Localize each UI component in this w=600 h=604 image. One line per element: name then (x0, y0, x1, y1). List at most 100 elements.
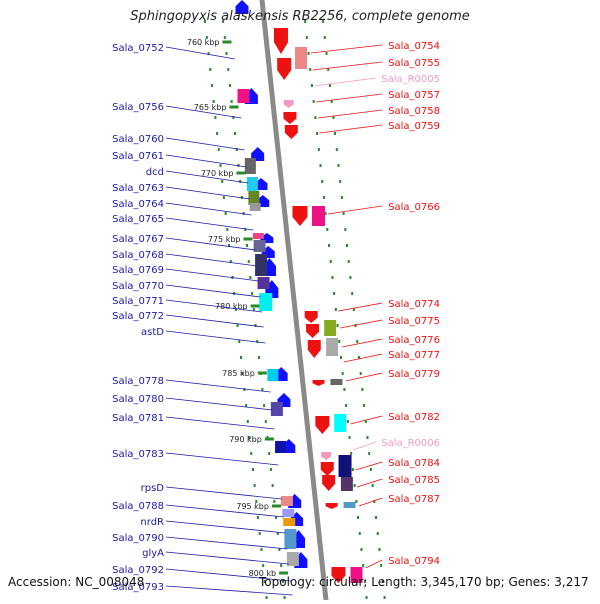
gene-label-right: Sala_0785 (388, 475, 440, 486)
scale-ticks: 760 kbp 765 kbp 770 kbp 775 kbp 780 kbp 785 k… (187, 38, 289, 578)
track-dot (228, 84, 231, 87)
gene-leader-line (165, 314, 264, 328)
track-dot (344, 228, 347, 231)
gene-arrow-reverse (292, 206, 308, 226)
track-dot (256, 340, 259, 343)
gene-label-right: Sala_0755 (388, 58, 440, 69)
track-dot (360, 548, 363, 551)
track-dot (347, 260, 350, 263)
gene-arrow-reverse (307, 340, 321, 358)
scale-label: 760 kbp (187, 38, 220, 47)
gene-leader-line (165, 585, 293, 596)
track-dot (248, 436, 251, 439)
track-dot (351, 292, 354, 295)
track-dot (357, 356, 360, 359)
gene-arrow-forward (251, 147, 265, 161)
gene-label-left: Sala_0781 (112, 413, 164, 424)
accession-text: Accession: NC_008048 (8, 575, 145, 589)
track-dot (319, 164, 322, 167)
gene-label-left: Sala_0770 (112, 281, 164, 292)
track-dot (255, 500, 258, 503)
track-dot (244, 228, 247, 231)
track-dot (268, 452, 271, 455)
gene-leader-line (165, 486, 282, 500)
gene-label-right: Sala_0782 (388, 412, 440, 423)
gene-label-left: Sala_0769 (112, 265, 164, 276)
gene-feature-box (334, 414, 347, 432)
track-dot (246, 420, 249, 423)
track-dot (246, 244, 249, 247)
track-dot (226, 228, 229, 231)
gene-feature-box (283, 518, 296, 526)
gene-leader-line (355, 461, 383, 471)
gene-feature-box (246, 177, 258, 191)
track-dot (316, 132, 319, 135)
track-dot (371, 484, 374, 487)
track-dot (212, 100, 215, 103)
track-dot (338, 340, 341, 343)
gene-leader-line (165, 284, 261, 298)
track-dot (314, 116, 317, 119)
scale-tick (271, 504, 281, 508)
topology-text: Topology: circular; Length: 3,345,170 bp… (259, 575, 589, 589)
track-dot (235, 148, 238, 151)
gene-leader-line (345, 372, 383, 382)
track-dot (350, 452, 353, 455)
track-dot (230, 100, 233, 103)
track-dot (373, 500, 376, 503)
gene-feature-box (248, 191, 260, 205)
gene-label-left: Sala_0765 (112, 214, 164, 225)
track-dot (355, 500, 358, 503)
track-dot (227, 68, 230, 71)
gene-leader-line (165, 217, 254, 231)
track-dot (271, 484, 274, 487)
track-dot (251, 292, 254, 295)
gene-leader-line (353, 441, 377, 451)
gene-feature-box (259, 293, 273, 311)
track-dot (336, 324, 339, 327)
gene-leader-line (317, 109, 383, 119)
track-dot (228, 244, 231, 247)
track-dot (276, 532, 279, 535)
track-dot (243, 388, 246, 391)
track-dot (309, 68, 312, 71)
gene-label-right: Sala_0776 (388, 335, 440, 346)
track-dot (349, 276, 352, 279)
track-dot (376, 532, 379, 535)
gene-label-right: Sala_0754 (388, 41, 440, 52)
gene-arrow-forward (235, 0, 249, 14)
gene-leader-line (327, 205, 383, 215)
outer-right-track (322, 20, 386, 599)
gene-label-right: Sala_0759 (388, 121, 440, 132)
track-dot (322, 196, 325, 199)
gene-leader-line (165, 186, 251, 200)
gene-label-left: dcd (146, 167, 164, 178)
track-dot (261, 388, 264, 391)
track-dot (229, 260, 232, 263)
track-dot (365, 596, 368, 599)
track-dot (278, 548, 281, 551)
track-dot (353, 484, 356, 487)
gene-leader-line (165, 46, 236, 60)
gene-leader-line (165, 268, 259, 282)
gene-label-right: Sala_0758 (388, 106, 440, 117)
track-dot (307, 52, 310, 55)
track-dot (346, 244, 349, 247)
track-dot (204, 20, 207, 23)
track-dot (269, 468, 272, 471)
gene-leader-line (165, 253, 258, 267)
scale-tick (229, 105, 239, 109)
right-gene-labels: Sala_0754 Sala_0755 Sala_R0005 Sala_0757 Sal… (310, 41, 440, 569)
scale-label: 800 kb (249, 569, 277, 578)
track-dot (217, 148, 220, 151)
gene-arrow-reverse (284, 125, 298, 139)
track-dot (251, 468, 254, 471)
gene-feature-box (295, 47, 308, 69)
gene-label-right: Sala_0766 (388, 202, 440, 213)
map-title: Sphingopyxis alaskensis RB2256, complete… (130, 9, 470, 24)
genome-backbone (259, 0, 329, 601)
track-dot (234, 308, 237, 311)
gene-leader-line (165, 551, 289, 565)
gene-feature-box (338, 455, 352, 477)
